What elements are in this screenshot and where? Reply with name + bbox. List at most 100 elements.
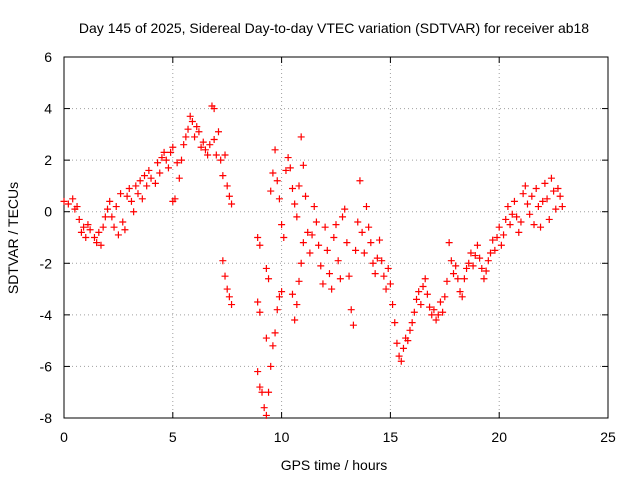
data-point [275,293,283,301]
data-point [295,277,303,285]
data-point [545,215,553,223]
data-point [275,195,283,203]
data-point [380,272,388,280]
data-point [297,133,305,141]
data-point [90,234,98,241]
chart-title: Day 145 of 2025, Sidereal Day-to-day VTE… [79,20,589,36]
data-point [458,293,466,301]
data-point [497,241,505,249]
data-point [408,319,416,327]
data-point [156,169,164,177]
data-point [262,264,270,272]
data-point [539,197,547,205]
x-tick-label: 0 [60,429,68,445]
data-point [273,306,281,314]
y-tick-label: -6 [40,358,53,374]
data-point [219,172,227,180]
data-point [467,249,475,257]
data-point [384,264,392,272]
data-point [456,288,464,296]
data-point [212,151,220,159]
data-point [97,241,105,249]
y-tick-label: 4 [44,101,52,117]
data-point [197,143,205,151]
data-point [273,177,281,185]
x-tick-label: 5 [169,429,177,445]
data-point [93,239,101,247]
data-point [306,249,314,257]
data-point [291,200,299,208]
data-point [410,308,418,316]
data-point [282,166,290,174]
data-point [162,156,170,164]
data-point [225,293,233,301]
data-point [430,306,438,314]
data-point [323,246,331,254]
data-point [341,205,349,213]
data-point [471,252,479,260]
data-point [269,342,277,350]
data-point [354,218,362,226]
data-point [345,272,353,280]
data-point [515,228,523,236]
y-tick-label: -4 [40,307,53,323]
data-point [127,197,135,205]
data-point [228,301,236,309]
data-point [356,177,364,185]
data-point [486,249,494,257]
data-point [214,128,222,136]
data-point [106,197,114,205]
data-point [506,221,514,229]
y-tick-label: 2 [44,152,52,168]
data-point [184,125,192,133]
data-point [145,166,153,174]
data-point [312,218,320,226]
data-point [419,282,427,290]
data-point [521,182,529,190]
data-point [121,226,129,234]
data-point [336,275,344,283]
data-point [254,368,262,376]
data-point [465,259,473,267]
data-point [308,231,316,239]
data-point [417,301,425,309]
data-point [371,270,379,278]
data-point [169,143,177,151]
data-point [310,203,318,211]
data-point [167,148,175,156]
data-point [558,203,566,211]
data-point [262,411,270,419]
data-point [319,280,327,288]
data-point [265,388,273,396]
data-point [500,231,508,239]
data-point [175,174,183,182]
data-point [299,161,307,169]
data-point [125,185,133,193]
data-point [267,362,275,370]
data-point [325,270,333,278]
data-point [421,275,429,283]
y-tick-label: -2 [40,255,53,271]
data-point [399,344,407,352]
data-point [191,133,199,141]
data-point [223,182,231,190]
data-point [434,311,442,319]
tick-labels: 0 5 10 15 20 25 -8 -6 -4 -2 0 2 4 6 [40,49,616,445]
data-point [339,213,347,221]
data-point [258,388,266,396]
y-axis-label: SDTVAR / TECUs [5,182,21,294]
data-point [502,215,510,223]
x-axis-label: GPS time / hours [281,457,388,473]
data-point [291,316,299,324]
data-point [267,187,275,195]
data-point [495,223,503,231]
data-point [547,174,555,182]
data-point [423,290,431,298]
data-point [136,177,144,185]
data-point [397,357,405,365]
data-point [75,215,83,223]
data-point [269,169,277,177]
data-point [271,146,279,154]
data-point [286,164,294,172]
